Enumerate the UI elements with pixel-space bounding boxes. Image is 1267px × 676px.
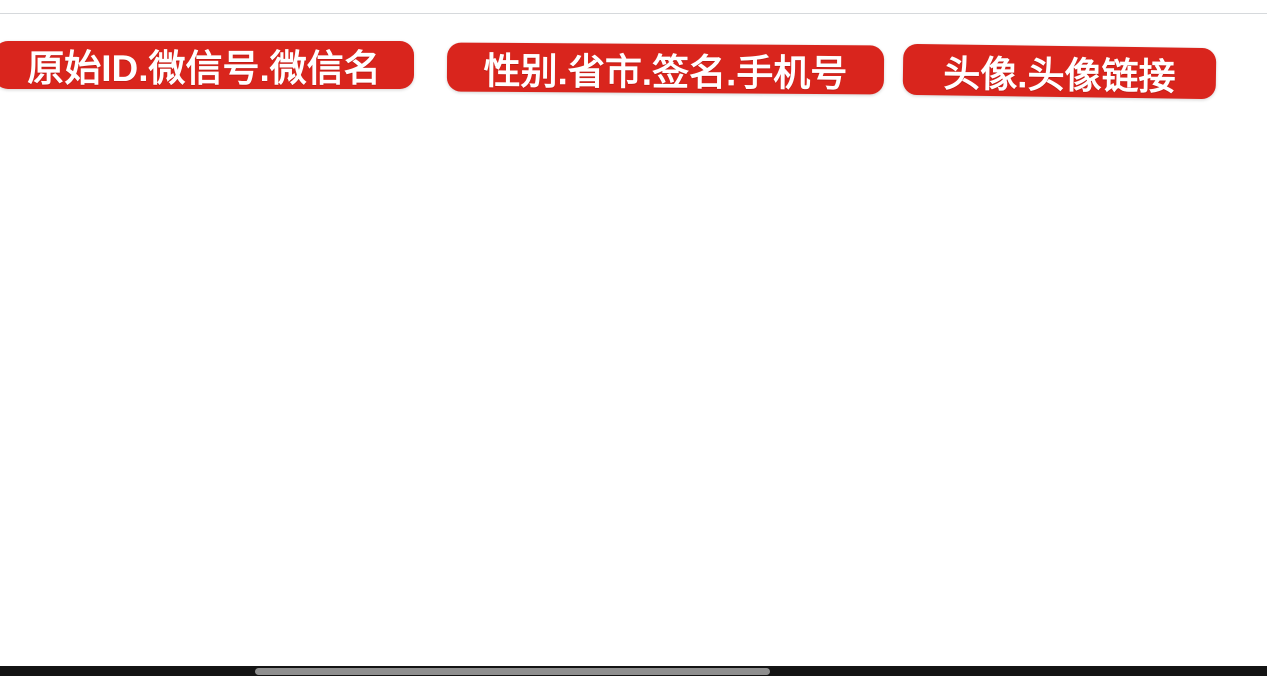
horizontal-scrollbar-thumb[interactable] (255, 668, 770, 675)
grid-line (0, 13, 1267, 14)
sticker-original-id-wechat-id-name: 原始ID.微信号.微信名 (0, 41, 414, 89)
sticker-gender-region-signature-phone: 性别.省市.签名.手机号 (446, 42, 885, 95)
sticker-avatar-avatar-link: 头像.头像链接 (902, 43, 1217, 100)
